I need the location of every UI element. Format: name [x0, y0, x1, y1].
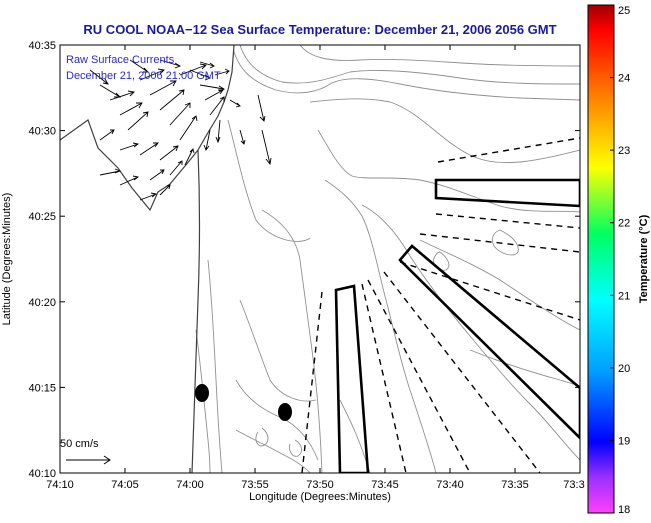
- y-tick-label: 40:35: [28, 40, 56, 52]
- colorbar-tick-label: 21: [618, 290, 630, 302]
- buoy-marker-1: [195, 384, 209, 402]
- colorbar-label: Temperature (°C): [638, 214, 650, 303]
- colorbar-tick-label: 18: [618, 504, 630, 516]
- x-tick-label: 73:3: [563, 479, 584, 491]
- legend-line-2: December 21, 2006 21:00 GMT: [66, 70, 221, 82]
- colorbar: [587, 4, 615, 514]
- surface-current-vectors: [89, 59, 272, 201]
- coastline-south: [191, 149, 201, 473]
- x-tick-label: 73:55: [241, 479, 269, 491]
- y-tick-label: 40:15: [28, 382, 56, 394]
- x-axis-label: Longitude (Degrees:Minutes): [249, 491, 391, 503]
- x-tick-label: 73:40: [436, 479, 464, 491]
- colorbar-ticks: 25 24 23 22 21 20 19 18: [610, 4, 630, 516]
- y-axis-ticks: 40:35 40:30 40:25 40:20 40:15 40:10: [28, 40, 580, 480]
- colorbar-tick-label: 20: [618, 363, 630, 375]
- y-tick-label: 40:20: [28, 297, 56, 309]
- figure-title: RU COOL NOAA−12 Sea Surface Temperature:…: [83, 22, 557, 37]
- coastline-north: [60, 45, 235, 212]
- y-tick-label: 40:25: [28, 211, 56, 223]
- transect-boxes: [334, 178, 580, 473]
- y-tick-label: 40:30: [28, 126, 56, 138]
- legend-line-1: Raw Surface Currents: [66, 54, 175, 66]
- scale-label: 50 cm/s: [60, 438, 99, 450]
- x-axis-ticks: 74:10 74:05 74:00 73:55 73:50 73:45 73:40 73:35…: [46, 45, 585, 491]
- x-tick-label: 73:45: [371, 479, 399, 491]
- colorbar-tick-label: 23: [618, 145, 630, 157]
- colorbar-tick-label: 25: [618, 5, 630, 17]
- scale-arrow-icon: [66, 455, 111, 465]
- colorbar-tick-label: 19: [618, 435, 630, 447]
- sampling-sector-lines: [301, 137, 580, 473]
- x-tick-label: 74:00: [176, 479, 204, 491]
- x-tick-label: 74:05: [111, 479, 139, 491]
- y-tick-label: 40:10: [28, 468, 56, 480]
- colorbar-tick-label: 24: [618, 73, 630, 85]
- x-tick-label: 73:35: [501, 479, 529, 491]
- x-tick-label: 74:10: [46, 479, 74, 491]
- bathymetry-contours: [195, 45, 580, 473]
- colorbar-tick-label: 22: [618, 218, 630, 230]
- y-axis-label: Latitude (Degrees:Minutes): [1, 193, 13, 326]
- x-tick-label: 73:50: [306, 479, 334, 491]
- buoy-marker-2: [278, 403, 292, 421]
